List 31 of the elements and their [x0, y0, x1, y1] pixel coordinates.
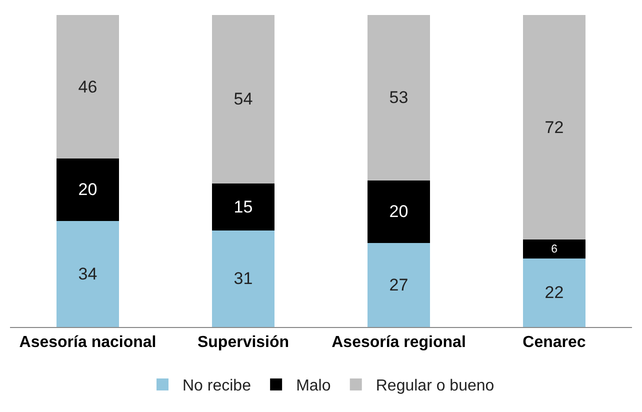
- bar: [212, 15, 274, 184]
- bar: [212, 230, 274, 327]
- bar: [523, 258, 586, 327]
- data-label: 27: [389, 275, 408, 294]
- data-label: 31: [234, 269, 253, 288]
- data-label: 20: [78, 180, 98, 200]
- data-label: 34: [78, 264, 98, 284]
- bar: [368, 15, 430, 180]
- legend-label: Regular o bueno: [376, 378, 494, 395]
- bar: [56, 15, 119, 159]
- bar: [368, 242, 430, 327]
- data-label: 20: [389, 202, 408, 222]
- data-label: 54: [234, 90, 253, 109]
- legend-label: Malo: [296, 378, 331, 395]
- bar: [523, 15, 586, 240]
- data-label: 6: [551, 244, 558, 256]
- x-tick-label: Asesoría regional: [332, 334, 466, 352]
- bar: [523, 240, 586, 258]
- bar: [56, 158, 119, 221]
- bar: [56, 220, 119, 327]
- data-label: 46: [78, 77, 98, 96]
- data-label: 15: [234, 197, 253, 216]
- x-tick-label: Supervisión: [197, 334, 290, 352]
- x-tick-label: Cenarec: [522, 334, 586, 352]
- bar: [368, 180, 430, 243]
- legend-label: No recibe: [182, 378, 252, 395]
- data-label: 53: [389, 88, 408, 108]
- data-label: 72: [544, 118, 564, 137]
- x-tick-label: Asesoría nacional: [19, 334, 156, 352]
- data-label: 22: [544, 283, 564, 302]
- bar: [212, 183, 274, 230]
